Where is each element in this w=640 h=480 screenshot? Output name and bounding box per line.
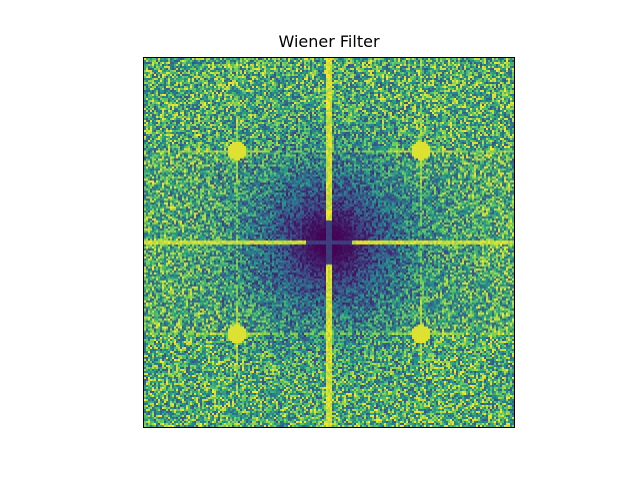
chart-title: Wiener Filter [278, 32, 380, 51]
heatmap-image [144, 58, 514, 427]
